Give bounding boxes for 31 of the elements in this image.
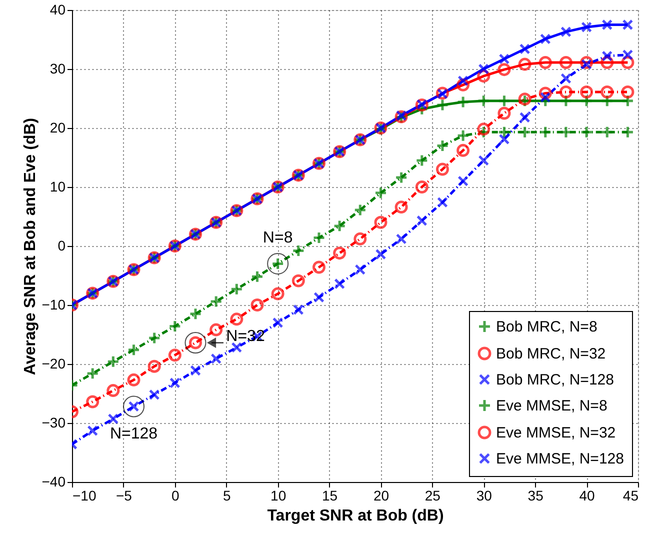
legend-label: Bob MRC, N=128 [496, 372, 614, 388]
legend-label: Eve MMSE, N=32 [496, 424, 616, 442]
x-tick-label: 25 [424, 488, 441, 504]
legend-label: Eve MMSE, N=8 [496, 398, 608, 414]
y-tick-label: −40 [42, 474, 66, 490]
y-tick-label: −10 [42, 296, 66, 312]
y-tick-label: 0 [58, 238, 66, 254]
legend-label: Bob MRC, N=8 [496, 318, 598, 336]
legend-label: Bob MRC, N=32 [496, 346, 606, 362]
x-tick-label: 20 [373, 488, 390, 504]
annotation: N=8 [262, 230, 293, 247]
y-tick-label: 30 [50, 60, 66, 76]
x-tick-label: 40 [579, 488, 596, 504]
y-axis-title: Average SNR at Bob and Eve (dB) [22, 118, 39, 376]
legend-label: Eve MMSE, N=128 [496, 450, 624, 468]
x-axis-title: Target SNR at Bob (dB) [267, 508, 444, 524]
y-tick-label: 20 [50, 120, 66, 136]
x-tick-label: 10 [270, 488, 286, 504]
y-tick-label: 40 [50, 2, 66, 18]
x-tick-label: 45 [622, 488, 639, 504]
x-tick-label: 30 [476, 488, 492, 504]
x-tick-label: −5 [116, 488, 132, 504]
y-tick-label: −20 [42, 356, 66, 372]
x-tick-label: 15 [322, 488, 338, 504]
x-tick-label: 35 [528, 488, 544, 504]
x-tick-label: −10 [72, 488, 96, 504]
x-tick-label: 5 [222, 488, 231, 504]
annotation: N=128 [110, 425, 158, 442]
y-tick-label: 10 [50, 178, 66, 194]
x-tick-label: 0 [172, 488, 180, 504]
y-tick-label: −30 [42, 414, 66, 430]
